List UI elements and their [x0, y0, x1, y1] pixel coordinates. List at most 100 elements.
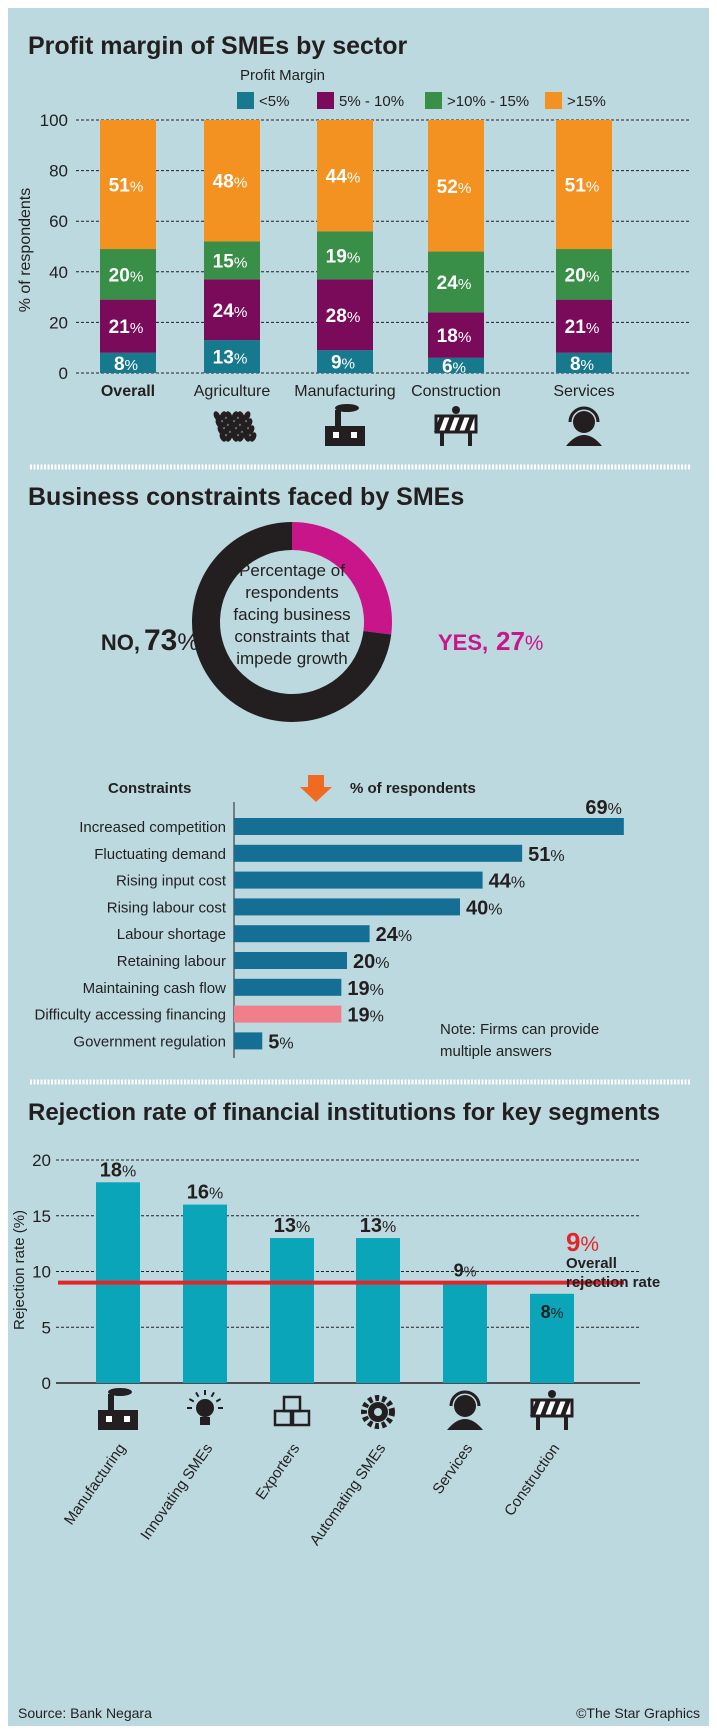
donut-center-text: respondents	[245, 583, 339, 602]
legend-swatch	[237, 92, 254, 109]
grain	[219, 411, 227, 421]
value-number: 44	[326, 167, 348, 188]
value-number: 13	[274, 1215, 296, 1237]
rejection-bar	[443, 1282, 487, 1383]
y-tick-label: 40	[49, 263, 68, 282]
grain	[239, 418, 247, 428]
factory-icon	[325, 404, 365, 446]
category-label: Construction	[411, 383, 501, 400]
percent-sign: %	[398, 928, 412, 945]
percent-sign: %	[608, 801, 622, 818]
grain	[215, 418, 223, 428]
value-label: 69%	[585, 797, 621, 819]
legend-label: 5% - 10%	[339, 93, 404, 110]
horizontal-bar	[234, 818, 624, 835]
legend-label: >10% - 15%	[447, 93, 529, 110]
rejection-bar	[356, 1238, 400, 1383]
value-number: 20	[109, 265, 130, 286]
constraint-label: Retaining labour	[117, 953, 226, 970]
value-number: 73	[144, 624, 177, 657]
stripe	[464, 416, 475, 432]
value-label: 40%	[466, 897, 502, 919]
value-label: 20%	[353, 951, 389, 973]
value-number: 8	[570, 354, 581, 375]
head	[573, 411, 595, 433]
constraint-label: Maintaining cash flow	[83, 980, 227, 997]
lamp	[548, 1390, 556, 1398]
factory-icon	[98, 1388, 138, 1430]
legend-swatch	[425, 92, 442, 109]
percent-sign: %	[279, 1035, 293, 1052]
data-label: 15%	[213, 251, 248, 272]
percent-sign: %	[580, 1233, 599, 1256]
stacked-bar-segment	[317, 231, 373, 280]
head	[454, 1395, 476, 1417]
percent-sign: %	[347, 249, 361, 266]
person-headset-icon	[447, 1390, 483, 1430]
horizontal-bar	[234, 925, 370, 943]
value-number: 51	[528, 844, 550, 866]
data-label: 20%	[109, 265, 144, 286]
stacked-bar-segment	[317, 350, 373, 373]
percent-sign: %	[525, 632, 544, 655]
percent-sign: %	[511, 875, 525, 892]
lightbulb-icon	[187, 1390, 223, 1425]
donut-center-text: facing business	[233, 605, 350, 624]
leg	[564, 1416, 568, 1430]
category-label: Manufacturing	[294, 383, 395, 400]
grain	[229, 425, 237, 435]
gear-hole	[374, 1408, 382, 1416]
percent-sign: %	[122, 1163, 136, 1180]
grain	[233, 418, 241, 428]
constraints-header: Constraints	[108, 780, 191, 797]
bulb	[196, 1399, 214, 1417]
percent-sign: %	[551, 1306, 564, 1322]
chimney	[335, 410, 341, 426]
value-label: 8%	[541, 1302, 564, 1322]
grain	[237, 411, 245, 421]
grain	[237, 432, 245, 442]
percent-sign: %	[370, 982, 384, 999]
person-headset-icon	[566, 406, 602, 446]
grain	[221, 418, 229, 428]
window	[124, 1416, 130, 1422]
grain	[227, 418, 235, 428]
percent-sign: %	[347, 170, 361, 187]
stacked-bar-segment	[204, 241, 260, 280]
percent-sign: %	[458, 276, 472, 293]
percent-sign: %	[458, 180, 472, 197]
grain	[249, 432, 257, 442]
value-number: 51	[565, 176, 587, 197]
building	[98, 1410, 138, 1430]
no-label: NO,	[101, 630, 140, 655]
percent-sign: %	[581, 357, 595, 374]
percent-sign: %	[130, 320, 144, 337]
stacked-bar-segment	[428, 312, 484, 358]
y-tick-label: 20	[49, 313, 68, 332]
data-label: 6%	[442, 356, 466, 377]
note-text: Note: Firms can provide	[440, 1021, 599, 1038]
value-number: 13	[360, 1215, 382, 1237]
stacked-bar-segment	[556, 352, 612, 373]
constraint-label: Rising input cost	[116, 873, 227, 890]
value-number: 16	[187, 1182, 209, 1204]
chart2-title: Business constraints faced by SMEs	[28, 483, 464, 511]
data-label: 21%	[565, 317, 600, 338]
category-label: Services	[553, 383, 614, 400]
leg	[440, 432, 444, 446]
gear-teeth	[361, 1395, 395, 1429]
legend-swatch	[545, 92, 562, 109]
percent-sign: %	[125, 357, 139, 374]
category-label: Overall	[101, 383, 155, 400]
value-number: 19	[326, 246, 347, 267]
y-axis-label: Rejection rate (%)	[11, 1210, 28, 1330]
overall-rate-label: rejection rate	[566, 1274, 660, 1291]
value-label: 16%	[187, 1182, 223, 1204]
stacked-bar-segment	[428, 251, 484, 313]
y-tick-label: 60	[49, 212, 68, 231]
ray	[210, 1391, 215, 1398]
value-label: 9%	[454, 1261, 477, 1281]
stripe	[550, 1400, 561, 1416]
box	[282, 1395, 302, 1413]
source-text: Source: Bank Negara	[18, 1705, 152, 1721]
